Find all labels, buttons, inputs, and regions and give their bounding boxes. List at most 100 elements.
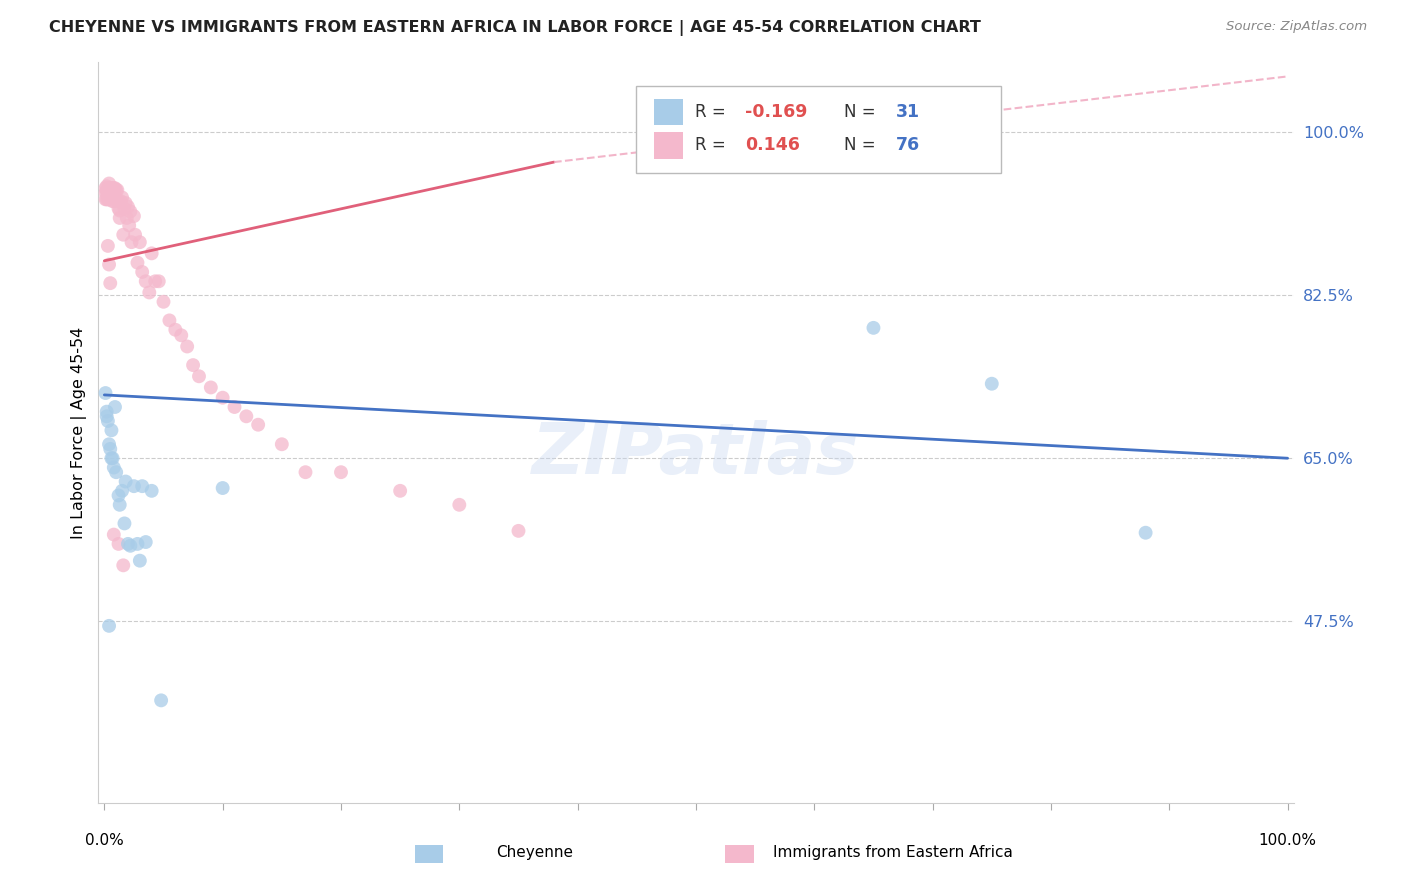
Point xyxy=(101,194,124,209)
Point xyxy=(150,693,173,707)
Point xyxy=(188,369,211,384)
Point xyxy=(127,537,149,551)
Text: 100.0%: 100.0% xyxy=(1258,833,1316,848)
Point xyxy=(108,498,131,512)
Y-axis label: In Labor Force | Age 45-54: In Labor Force | Age 45-54 xyxy=(72,326,87,539)
Text: -0.169: -0.169 xyxy=(745,103,807,121)
Point xyxy=(181,358,204,372)
Point xyxy=(97,414,120,428)
Text: 0.0%: 0.0% xyxy=(84,833,124,848)
FancyBboxPatch shape xyxy=(637,87,1001,173)
Point xyxy=(103,460,125,475)
Point xyxy=(110,194,132,209)
Point xyxy=(211,391,233,405)
Point xyxy=(152,294,174,309)
Point xyxy=(114,202,136,216)
Point xyxy=(96,179,118,194)
Point xyxy=(96,185,118,199)
Point xyxy=(200,380,222,394)
Point xyxy=(135,274,157,288)
Point xyxy=(294,465,316,479)
Point xyxy=(107,537,129,551)
Point xyxy=(105,465,128,479)
Point xyxy=(449,498,471,512)
Point xyxy=(508,524,530,538)
Point xyxy=(94,181,117,195)
Point xyxy=(120,539,142,553)
Point xyxy=(94,386,117,401)
Point xyxy=(98,437,121,451)
Point xyxy=(98,190,121,204)
Point xyxy=(98,192,121,206)
Point xyxy=(111,190,134,204)
Point xyxy=(98,619,121,633)
Text: N =: N = xyxy=(844,136,882,154)
Point xyxy=(103,181,125,195)
Point xyxy=(100,451,122,466)
Point xyxy=(105,183,128,197)
Point xyxy=(105,192,128,206)
Point xyxy=(100,181,122,195)
Point xyxy=(128,554,150,568)
Text: N =: N = xyxy=(844,103,882,121)
Point xyxy=(94,192,117,206)
Text: CHEYENNE VS IMMIGRANTS FROM EASTERN AFRICA IN LABOR FORCE | AGE 45-54 CORRELATIO: CHEYENNE VS IMMIGRANTS FROM EASTERN AFRI… xyxy=(49,20,981,36)
Bar xyxy=(654,99,683,126)
Point xyxy=(100,186,122,201)
Point xyxy=(107,194,129,209)
Point xyxy=(105,183,128,197)
Point xyxy=(114,516,136,531)
Point xyxy=(112,558,135,573)
Point xyxy=(121,235,143,249)
Point xyxy=(112,227,135,242)
Point xyxy=(107,488,129,502)
Point xyxy=(120,204,142,219)
Point xyxy=(97,181,120,195)
Bar xyxy=(654,132,683,159)
Point xyxy=(111,483,134,498)
Point xyxy=(247,417,270,432)
Point xyxy=(97,192,120,206)
Text: R =: R = xyxy=(695,136,731,154)
Point xyxy=(118,219,141,233)
Point xyxy=(176,339,198,353)
Text: Source: ZipAtlas.com: Source: ZipAtlas.com xyxy=(1226,20,1367,33)
Text: Cheyenne: Cheyenne xyxy=(496,846,572,860)
Point xyxy=(94,186,117,200)
Point xyxy=(96,405,118,419)
Text: ZIPatlas: ZIPatlas xyxy=(533,420,859,490)
Point xyxy=(101,188,124,202)
Point xyxy=(211,481,233,495)
Point xyxy=(165,323,187,337)
Point xyxy=(122,479,145,493)
Point xyxy=(114,196,136,211)
Text: 0.146: 0.146 xyxy=(745,136,800,154)
Point xyxy=(141,246,163,260)
Point xyxy=(98,183,121,197)
Text: 76: 76 xyxy=(896,136,920,154)
Point xyxy=(101,451,124,466)
Point xyxy=(127,255,149,269)
Point xyxy=(1135,525,1157,540)
Point xyxy=(107,202,129,216)
Point xyxy=(97,185,120,199)
Point xyxy=(104,181,127,195)
Point xyxy=(224,400,246,414)
Point xyxy=(330,465,353,479)
Point xyxy=(96,192,118,206)
Point xyxy=(104,400,127,414)
Point xyxy=(141,483,163,498)
Point xyxy=(96,409,118,424)
Point xyxy=(115,211,138,225)
Point xyxy=(862,321,884,335)
Point xyxy=(101,181,124,195)
Point xyxy=(104,190,127,204)
Point xyxy=(980,376,1002,391)
Point xyxy=(103,194,125,209)
Point xyxy=(135,535,157,549)
Point xyxy=(128,235,150,249)
Point xyxy=(98,258,121,272)
Point xyxy=(170,328,193,343)
Point xyxy=(117,200,139,214)
Point xyxy=(131,265,153,279)
